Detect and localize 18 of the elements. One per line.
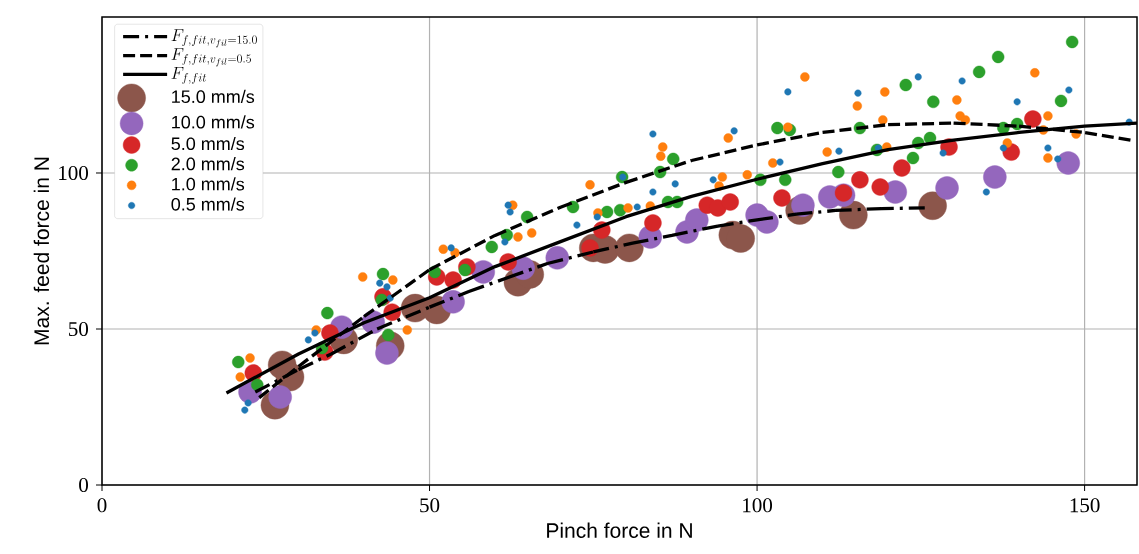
legend-label: 2.0 mm/s: [171, 157, 245, 171]
x-tick-label: 0: [97, 498, 107, 513]
x-tick-label: 150: [1070, 498, 1100, 513]
legend-label: 15.0 mm/s: [172, 89, 255, 104]
y-tick-label: 50: [69, 321, 88, 337]
x-tick-label: 50: [420, 498, 440, 513]
y-tick-label: 100: [59, 165, 88, 181]
legend-label: 1.0 mm/s: [172, 177, 245, 191]
legend-label: $F_{f,fit}$: [171, 67, 207, 84]
legend-label: $F_{f,fit,v_{fil}=0.5}$: [171, 48, 251, 67]
legend-label: 10.0 mm/s: [172, 115, 255, 129]
y-axis-title: Max. feed force in N: [33, 157, 50, 345]
y-tick-label: 0: [79, 477, 88, 493]
legend-label: $F_{f,fit,v_{fil}=15.0}$: [171, 29, 257, 48]
x-axis-title: Pinch force in N: [547, 522, 692, 538]
legend-label: 5.0 mm/s: [171, 136, 245, 151]
legend-label: 0.5 mm/s: [171, 197, 245, 211]
x-tick-label: 100: [743, 498, 773, 513]
